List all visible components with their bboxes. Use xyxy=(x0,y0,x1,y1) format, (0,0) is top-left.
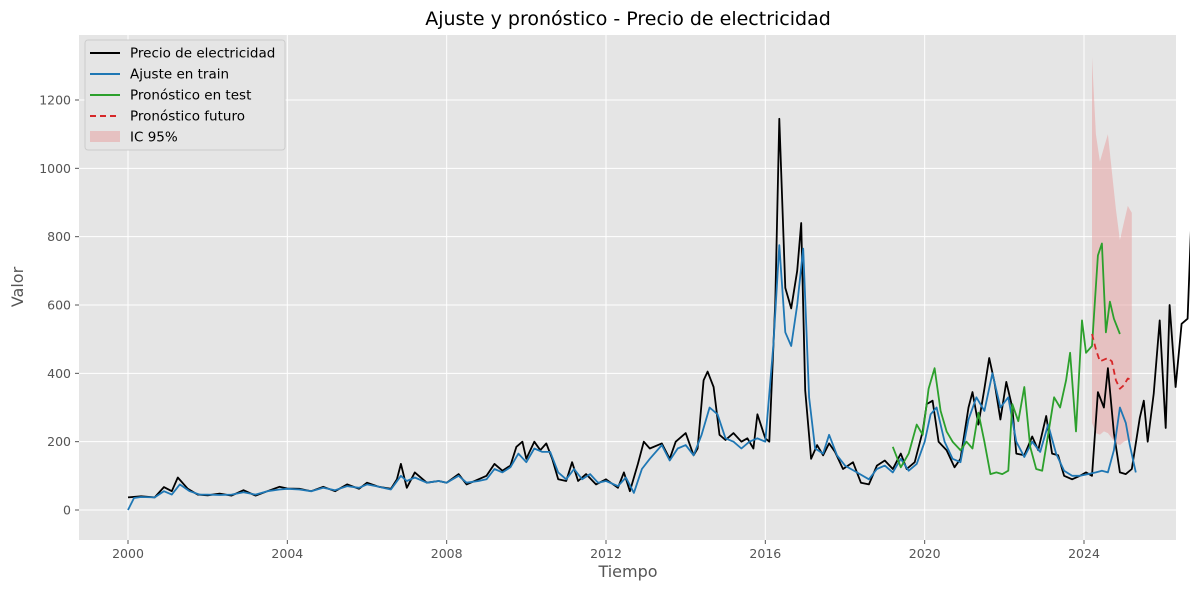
legend-item-train-fit: Ajuste en train xyxy=(90,67,229,83)
legend-items: Precio de electricidad Ajuste en train Pro… xyxy=(90,46,275,146)
legend-label: Pronóstico en test xyxy=(130,88,251,104)
series-lines xyxy=(127,117,1190,511)
chart-title: Ajuste y pronóstico - Precio de electric… xyxy=(425,8,831,30)
x-axis-label: Tiempo xyxy=(597,562,657,581)
x-tick-label: 2012 xyxy=(590,546,622,561)
legend-box xyxy=(84,39,286,151)
series-line-train-fit xyxy=(127,244,1137,511)
x-tick-label: 2008 xyxy=(431,546,463,561)
y-tick-label: 200 xyxy=(47,434,71,449)
y-tick-label: 1000 xyxy=(39,161,71,176)
x-tick-label: 2000 xyxy=(112,546,144,561)
y-tick-label: 800 xyxy=(47,229,71,244)
legend-item-test-forecast: Pronóstico en test xyxy=(90,88,251,104)
legend-item-ci: IC 95% xyxy=(90,130,178,146)
series-line-future-forecast xyxy=(1091,333,1133,390)
axis-ticks: 2000 2004 2008 2012 2016 2020 2024 0 200 400 600 80… xyxy=(39,93,1100,562)
x-tick-label: 2024 xyxy=(1068,546,1100,561)
series-line-test-forecast xyxy=(891,242,1121,476)
legend-label: Pronóstico futuro xyxy=(130,109,245,125)
y-tick-label: 600 xyxy=(47,298,71,313)
gridlines xyxy=(79,35,1176,540)
legend: Precio de electricidad Ajuste en train Pro… xyxy=(84,39,286,151)
ci-band xyxy=(1092,57,1132,446)
x-tick-label: 2016 xyxy=(749,546,781,561)
y-tick-label: 1200 xyxy=(39,93,71,108)
x-tick-label: 2004 xyxy=(271,546,303,561)
y-tick-label: 0 xyxy=(63,503,71,518)
legend-label: Precio de electricidad xyxy=(130,46,275,62)
confidence-band xyxy=(1092,57,1132,446)
legend-label: IC 95% xyxy=(130,130,178,146)
legend-label: Ajuste en train xyxy=(130,67,229,83)
legend-item-future-forecast: Pronóstico futuro xyxy=(90,109,245,125)
y-axis-label: Valor xyxy=(8,266,27,307)
x-tick-label: 2020 xyxy=(909,546,941,561)
y-tick-label: 400 xyxy=(47,366,71,381)
legend-swatch xyxy=(90,131,120,142)
legend-item-actual: Precio de electricidad xyxy=(90,46,275,62)
